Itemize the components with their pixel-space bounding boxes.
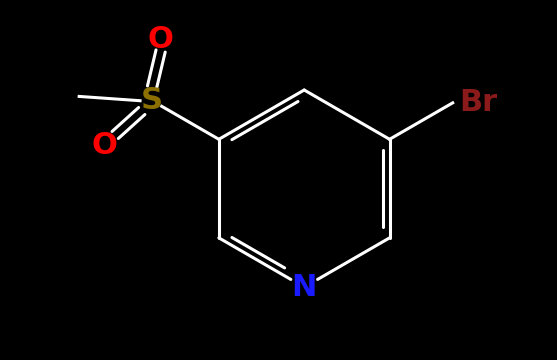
Text: N: N (291, 273, 317, 302)
Text: O: O (92, 131, 118, 160)
Text: S: S (141, 86, 163, 115)
Text: O: O (148, 24, 174, 54)
Text: Br: Br (460, 88, 497, 117)
